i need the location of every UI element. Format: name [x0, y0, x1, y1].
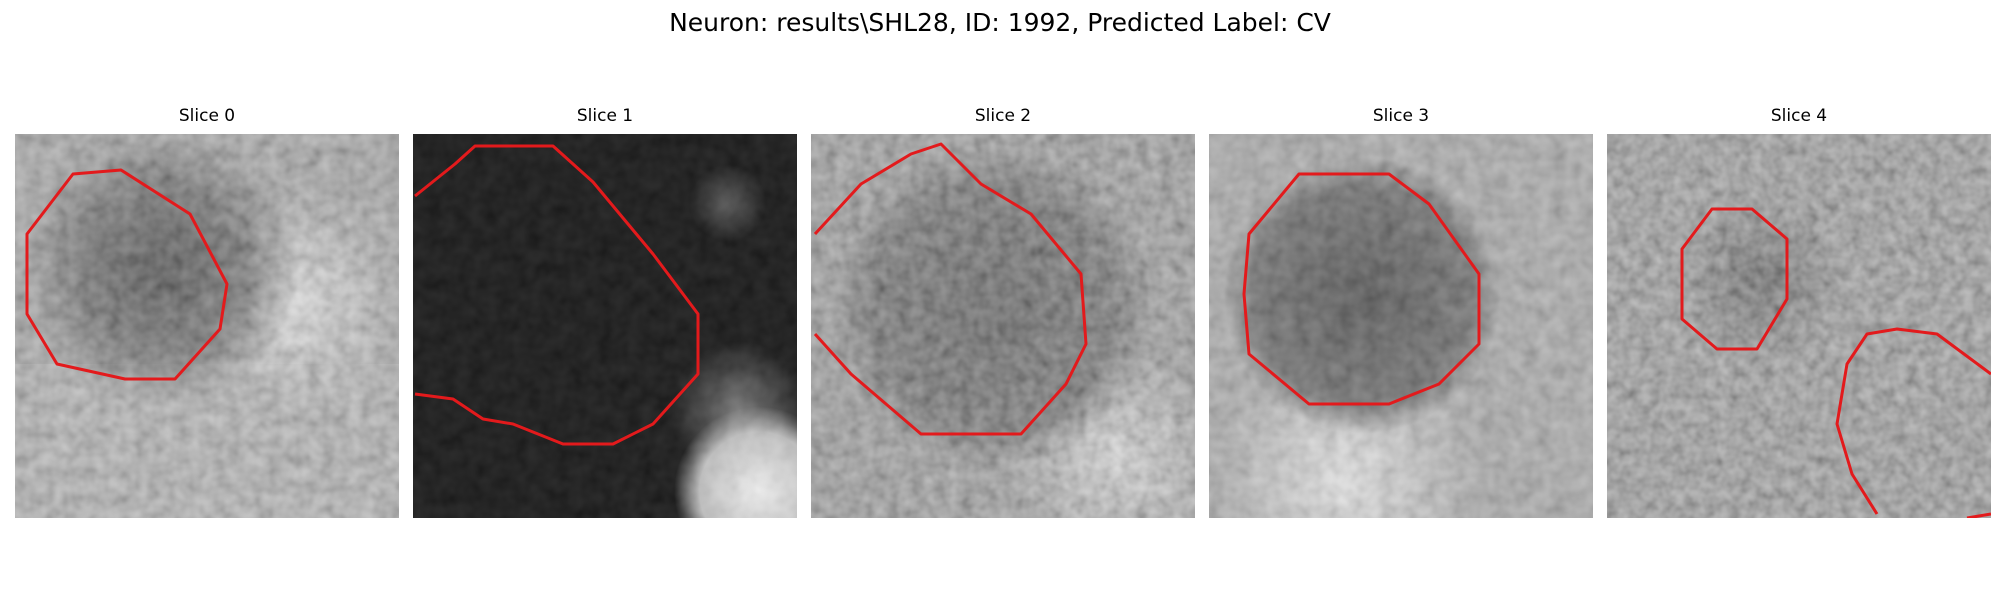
slice-title-4: Slice 4: [1770, 106, 1828, 126]
slice-title-0: Slice 0: [178, 106, 236, 126]
contour-4c: [1966, 512, 1991, 518]
slice-panel-3: Slice 3: [1209, 104, 1593, 524]
slice-image-0: [15, 134, 399, 518]
slice-image-2: [811, 134, 1195, 518]
slice-image-3: [1209, 134, 1593, 518]
contour-2: [813, 142, 1088, 436]
slice-title-1: Slice 1: [576, 106, 634, 126]
slice-panel-2: Slice 2: [811, 104, 1195, 524]
contour-0: [25, 168, 229, 381]
contour-4b: [1835, 327, 1991, 515]
contour-4a: [1680, 207, 1789, 351]
slice-title-3: Slice 3: [1372, 106, 1430, 126]
slice-title-2: Slice 2: [974, 106, 1032, 126]
slice-image-4: [1607, 134, 1991, 518]
slice-panel-0: Slice 0: [15, 104, 399, 524]
contour-3: [1242, 172, 1481, 406]
slice-panel-4: Slice 4: [1607, 104, 1991, 524]
slice-panel-1: Slice 1: [413, 104, 797, 524]
contour-1: [414, 144, 700, 446]
slice-image-1: [413, 134, 797, 518]
figure-title: Neuron: results\SHL28, ID: 1992, Predict…: [669, 8, 1331, 37]
